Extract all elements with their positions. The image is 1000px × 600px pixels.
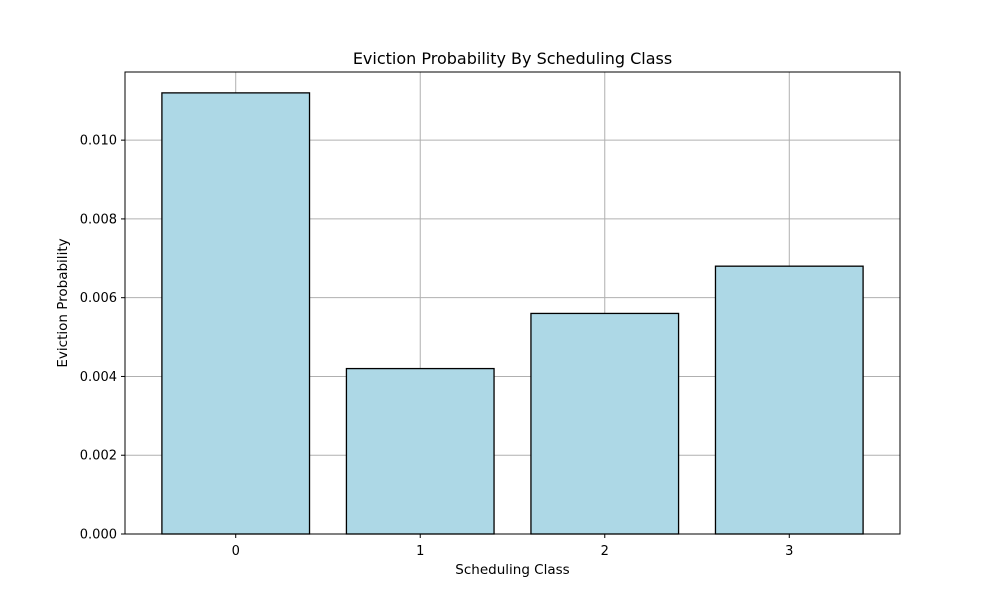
x-axis-label: Scheduling Class <box>455 562 569 578</box>
y-tick-label: 0.004 <box>80 370 117 385</box>
bar-class-3 <box>714 265 864 535</box>
y-tick-label: 0.010 <box>80 134 117 149</box>
bar-layer <box>161 92 864 535</box>
x-tick-label: 1 <box>416 544 424 559</box>
x-tick-label: 2 <box>601 544 609 559</box>
x-tick-label: 0 <box>232 544 240 559</box>
tick-layer: 0.000 0.002 0.004 0.006 0.008 0.010 0 1 2 3 <box>80 134 794 559</box>
bar-class-0 <box>161 92 311 535</box>
y-tick-label: 0.008 <box>80 212 117 227</box>
x-tick-label: 3 <box>785 544 793 559</box>
plot-frame <box>124 71 901 535</box>
y-tick-label: 0.002 <box>80 449 117 464</box>
y-tick-label: 0.000 <box>80 528 117 543</box>
bar-class-2 <box>530 312 680 535</box>
bar-class-1 <box>345 367 495 535</box>
y-tick-label: 0.006 <box>80 291 117 306</box>
y-axis-label: Eviction Probability <box>55 238 71 367</box>
chart-title: Eviction Probability By Scheduling Class <box>353 49 672 68</box>
